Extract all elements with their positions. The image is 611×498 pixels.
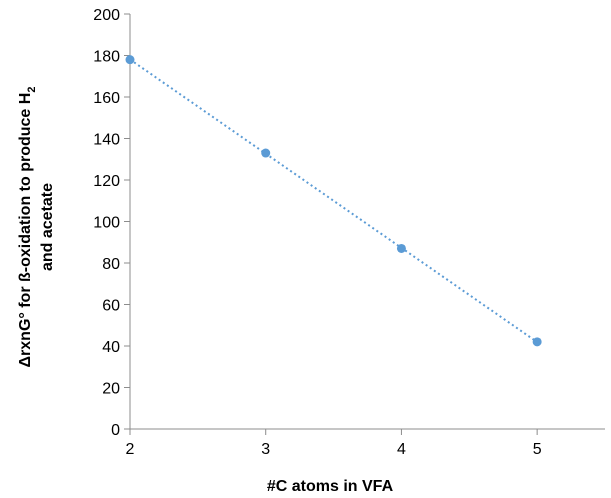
x-tick-label: 3 xyxy=(261,441,270,458)
y-tick-label: 200 xyxy=(93,7,120,24)
data-point xyxy=(396,243,406,253)
y-tick-label: 120 xyxy=(93,173,120,190)
y-tick-label: 40 xyxy=(102,339,120,356)
y-tick-label: 140 xyxy=(93,132,120,149)
trend-line xyxy=(129,58,538,343)
y-axis-title-line-1: ΔrxnG° for ß-oxidation to produce H2 xyxy=(17,87,38,368)
y-axis-title-main: ΔrxnG° for ß-oxidation to produce H xyxy=(17,93,34,368)
y-axis-title-subscript: 2 xyxy=(26,87,38,93)
y-tick-label: 160 xyxy=(93,90,120,107)
x-axis: 2 3 4 5 xyxy=(126,428,605,458)
x-tick-label: 2 xyxy=(126,441,135,458)
y-tick-label: 180 xyxy=(93,49,120,66)
y-axis-title: ΔrxnG° for ß-oxidation to produce H2 and… xyxy=(17,87,56,368)
x-tick-label: 4 xyxy=(397,441,406,458)
y-axis: 0 20 40 60 80 100 120 140 160 180 200 xyxy=(93,7,131,439)
x-tick-label: 5 xyxy=(533,441,542,458)
y-tick-label: 100 xyxy=(93,215,120,232)
x-axis-title: #C atoms in VFA xyxy=(267,478,394,495)
data-point xyxy=(532,337,542,347)
y-axis-title-line-2: and acetate xyxy=(39,183,56,271)
y-tick-label: 0 xyxy=(111,422,120,439)
data-point xyxy=(261,148,271,158)
y-tick-label: 80 xyxy=(102,256,120,273)
plot-area xyxy=(125,55,542,347)
y-tick-label: 60 xyxy=(102,298,120,315)
y-tick-label: 20 xyxy=(102,381,120,398)
data-point xyxy=(125,55,135,65)
